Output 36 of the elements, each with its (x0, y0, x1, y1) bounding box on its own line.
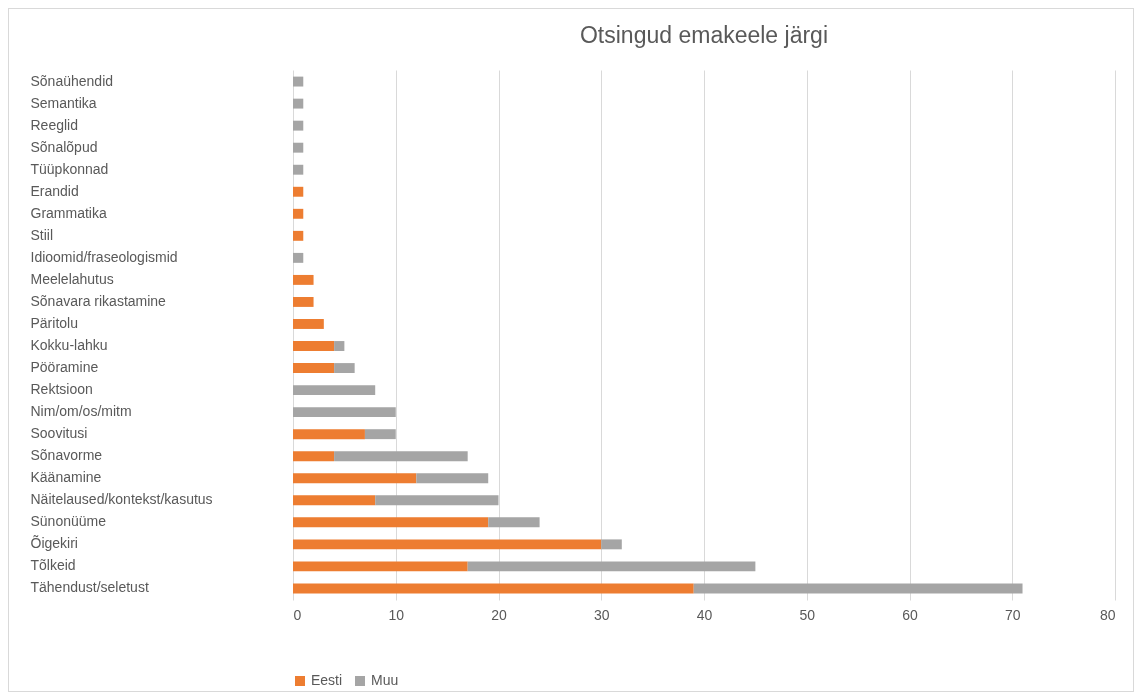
legend-label: Eesti (311, 672, 343, 688)
y-tick-label: Grammatika (30, 204, 107, 221)
y-tick-label: Semantika (30, 94, 97, 111)
y-tick-label: Käänamine (30, 469, 102, 486)
x-tick-label: 80 (1099, 606, 1116, 623)
x-tick-label: 40 (696, 606, 713, 623)
y-tick-label: Näitelaused/kontekst/kasutus (30, 491, 213, 508)
y-tick-label: Sünonüüme (30, 513, 107, 530)
y-tick-label: Reeglid (30, 116, 78, 133)
y-tick-label: Tüüpkonnad (30, 160, 109, 177)
y-tick-label: Nim/om/os/mitm (30, 403, 132, 420)
y-tick-label: Õigekiri (30, 535, 78, 552)
y-tick-label: Kokku-lahku (30, 337, 108, 354)
x-tick-label: 0 (293, 606, 302, 623)
y-tick-label: Tõlkeid (30, 557, 76, 574)
y-tick-label: Tähendust/seletust (30, 579, 149, 596)
y-tick-label: Stiil (30, 226, 54, 243)
x-tick-label: 20 (491, 606, 507, 623)
legend-label: Muu (371, 672, 399, 688)
y-tick-label: Soovitusi (30, 425, 88, 442)
y-tick-label: Idioomid/fraseologismid (30, 248, 178, 265)
x-tick-label: 10 (388, 606, 405, 623)
y-tick-label: Sõnavorme (30, 447, 103, 464)
x-tick-label: 50 (799, 606, 816, 623)
y-tick-label: Sõnalõpud (30, 138, 98, 155)
y-tick-label: Rektsioon (30, 381, 93, 398)
y-tick-label: Päritolu (30, 314, 78, 331)
x-tick-label: 70 (1004, 606, 1021, 623)
x-tick-label: 60 (902, 606, 918, 623)
y-tick-label: Sõnaühendid (30, 72, 114, 89)
y-tick-label: Pööramine (30, 359, 99, 376)
y-tick-label: Erandid (30, 182, 79, 199)
y-tick-label: Sõnavara rikastamine (30, 292, 167, 309)
x-tick-label: 30 (593, 606, 610, 623)
y-tick-label: Meelelahutus (30, 270, 114, 287)
chart-title: Otsingud emakeele järgi (579, 22, 829, 48)
